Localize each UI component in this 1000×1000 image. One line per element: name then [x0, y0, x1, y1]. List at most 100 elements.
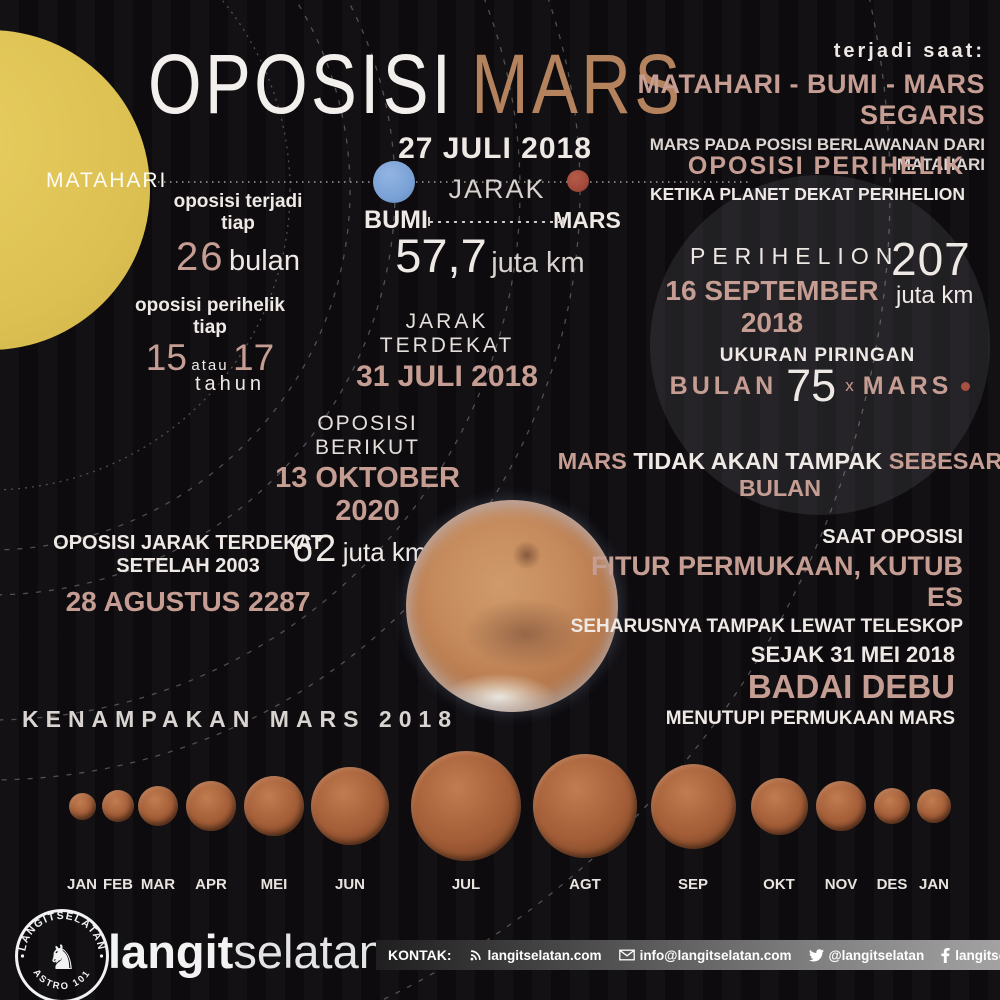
- mars-disc-8: [650, 763, 736, 849]
- contact-email[interactable]: info@langitselatan.com: [618, 947, 792, 963]
- month-label-7: AGT: [569, 876, 601, 893]
- perihelic-unit: tahun: [194, 373, 266, 395]
- mars-disc-2: [138, 786, 178, 826]
- moon-label: BULAN: [669, 371, 778, 400]
- next-opposition-value: 62: [292, 528, 339, 570]
- contact-facebook[interactable]: langitselatan: [941, 947, 1000, 963]
- mars-disc-6: [411, 751, 521, 861]
- logo-centaur-figure: ♞: [47, 939, 77, 977]
- mars-disc-12: [917, 789, 951, 823]
- dust-storm-line3: MENUTUPI PERMUKAAN MARS: [665, 708, 955, 729]
- perihelion-distance-value: 207: [891, 233, 971, 285]
- dust-storm-block: SEJAK 31 MEI 2018 BADAI DEBU MENUTUPI PE…: [555, 642, 955, 730]
- perihelion-distance-unit: juta km: [896, 282, 974, 309]
- mars-disc-0: [68, 792, 96, 820]
- mars-disc-4: [244, 776, 304, 836]
- mars-disc-7: [533, 754, 637, 858]
- contact-label: KONTAK:: [388, 947, 452, 963]
- appearance-heading: KENAMPAKAN MARS 2018: [22, 706, 459, 732]
- perihelion-date: 16 SEPTEMBER 2018: [665, 275, 879, 338]
- perihelic-heading-block: OPOSISI PERIHELIK KETIKA PLANET DEKAT PE…: [565, 152, 965, 205]
- month-label-9: OKT: [763, 876, 795, 893]
- times-symbol: x: [845, 376, 854, 395]
- closest-after-2003-label: OPOSISI JARAK TERDEKAT SETELAH 2003: [53, 532, 323, 577]
- sun-label: MATAHARI: [46, 169, 168, 192]
- month-label-3: APR: [195, 876, 227, 893]
- month-label-0: JAN: [66, 876, 98, 893]
- perihelic-value-1: 15: [145, 337, 187, 378]
- closest-approach-block: JARAK TERDEKAT 31 JULI 2018: [352, 310, 542, 394]
- telescope-note-block: SAAT OPOSISI FITUR PERMUKAAN, KUTUB ES S…: [563, 526, 963, 638]
- brand-light: selatan: [233, 925, 385, 978]
- opposition-frequency-block: oposisi terjadi tiap 26 bulan: [158, 191, 318, 280]
- closest-approach-date: 31 JULI 2018: [356, 360, 538, 393]
- mars-comparison-label: MARS: [862, 371, 953, 400]
- disk-size-label: UKURAN PIRINGAN: [719, 345, 916, 366]
- next-opposition-date: 13 OKTOBER 2020: [275, 462, 460, 527]
- opposition-date: 27 JULI 2018: [398, 132, 592, 165]
- svg-text:ASTRO 101: ASTRO 101: [31, 967, 94, 992]
- mars-disc-9: [750, 777, 808, 835]
- mars-label: MARS: [553, 207, 621, 233]
- ratio-value: 75: [786, 360, 837, 411]
- mars-disc-10: [816, 781, 866, 831]
- rss-icon: [470, 950, 481, 961]
- frequency-value: 26: [176, 235, 225, 279]
- brand-wordmark: langitselatan: [108, 924, 385, 979]
- month-label-5: JUN: [334, 876, 366, 893]
- occurs-when-block: terjadi saat: MATAHARI - BUMI - MARS SEG…: [565, 40, 985, 175]
- contact-bar: KONTAK: langitselatan.com info@langitsel…: [376, 940, 1000, 970]
- alignment-subtext: MARS PADA POSISI BERLAWANAN DARI MATAHAR…: [649, 135, 985, 174]
- closest-after-2003-block: OPOSISI JARAK TERDEKAT SETELAH 2003 28 A…: [38, 532, 338, 618]
- perihelic-frequency-label: oposisi perihelik tiap: [135, 295, 285, 338]
- facebook-icon: [941, 947, 950, 963]
- note-post: SEBESAR BULAN: [738, 448, 1000, 501]
- dust-storm-line1: SEJAK 31 MEI 2018: [750, 642, 955, 667]
- page-title: OPOSISI MARS: [148, 36, 683, 133]
- month-label-4: MEI: [260, 876, 288, 893]
- moon-comparison-note: MARS TIDAK AKAN TAMPAK SEBESAR BULAN: [555, 448, 1000, 502]
- distance-label: JARAK: [448, 174, 546, 204]
- earth-circle: [373, 161, 415, 203]
- month-label-2: MAR: [140, 876, 176, 893]
- dust-storm-line2: BADAI DEBU: [747, 668, 955, 705]
- telescope-line1: SAAT OPOSISI: [822, 526, 963, 548]
- logo-ring-top-text: LANGITSELATAN: [16, 910, 106, 952]
- perihelic-heading: OPOSISI PERIHELIK: [687, 152, 965, 180]
- perihelic-value-2: 17: [233, 337, 275, 378]
- note-pre: MARS: [557, 448, 627, 474]
- title-accent: MARS: [471, 37, 684, 131]
- contact-website[interactable]: langitselatan.com: [469, 948, 602, 963]
- frequency-unit: bulan: [228, 245, 300, 277]
- langitselatan-logo-badge: LANGITSELATAN ASTRO 101 ♞: [15, 909, 109, 1000]
- contact-email-text: info@langitselatan.com: [639, 947, 792, 963]
- closest-after-2003-date: 28 AGUSTUS 2287: [65, 586, 311, 617]
- distance-unit: juta km: [491, 247, 585, 279]
- mars-photo: [406, 500, 618, 712]
- contact-twitter-text: @langitselatan: [828, 947, 925, 963]
- title-white: OPOSISI: [148, 37, 455, 131]
- perihelic-frequency-block: oposisi perihelik tiap 15 atau 17 tahun: [130, 295, 290, 396]
- note-bold: TIDAK AKAN TAMPAK: [633, 448, 883, 474]
- month-label-8: SEP: [677, 876, 709, 893]
- closest-approach-label: JARAK TERDEKAT: [379, 310, 515, 357]
- mail-icon: [618, 949, 635, 961]
- contact-facebook-text: langitselatan: [955, 947, 1000, 963]
- alignment-text: MATAHARI - BUMI - MARS SEGARIS: [637, 69, 985, 130]
- perihelion-label: PERIHELION: [690, 243, 900, 269]
- mars-disc-5: [311, 767, 389, 845]
- next-opposition-block: OPOSISI BERIKUT 13 OKTOBER 2020 62 juta …: [270, 412, 465, 571]
- disk-comparison-row: BULAN 75 x MARS: [655, 360, 985, 412]
- occurs-when-label: terjadi saat:: [833, 40, 985, 62]
- distance-measure-line: [428, 217, 564, 226]
- mars-circle: [567, 170, 589, 192]
- month-label-11: DES: [876, 876, 908, 893]
- month-label-10: NOV: [824, 876, 858, 893]
- twitter-icon: [808, 948, 824, 961]
- mars-disc-11: [874, 788, 910, 824]
- distance-value-block: 57,7 juta km: [370, 228, 610, 283]
- perihelic-conjunction: atau: [191, 357, 229, 374]
- contact-twitter[interactable]: @langitselatan: [808, 947, 925, 963]
- frequency-label: oposisi terjadi tiap: [173, 191, 303, 234]
